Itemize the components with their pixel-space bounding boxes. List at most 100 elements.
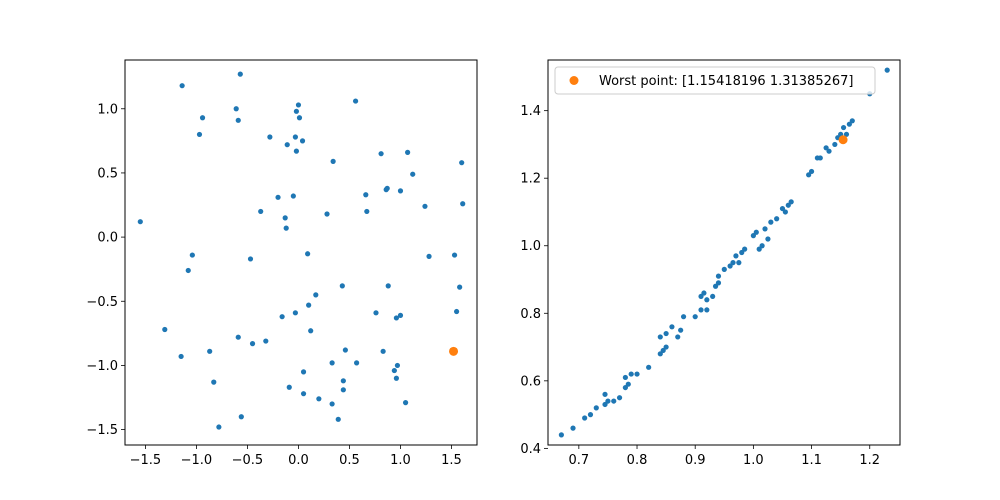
scatter-point — [263, 338, 269, 344]
worst-point-marker — [449, 346, 459, 356]
x-tick-label: −0.5 — [232, 453, 264, 468]
scatter-point — [806, 172, 812, 178]
y-tick-label: 0.6 — [520, 374, 541, 389]
scatter-point — [364, 208, 370, 215]
scatter-point — [622, 374, 628, 381]
scatter-point — [846, 121, 852, 127]
y-tick-label: 0.0 — [97, 231, 118, 246]
x-tick-label: 1.5 — [441, 453, 462, 468]
scatter-point — [459, 160, 465, 166]
scatter-point — [335, 416, 341, 422]
scatter-point — [178, 353, 184, 360]
legend-marker — [569, 76, 579, 85]
scatter-point — [832, 141, 838, 148]
y-tick-label: 1.0 — [97, 102, 118, 117]
scatter-point — [233, 106, 239, 112]
scatter-point — [330, 158, 336, 164]
scatter-point — [765, 236, 771, 242]
y-tick-label: −1.0 — [86, 359, 118, 374]
scatter-point — [426, 253, 432, 259]
scatter-point — [788, 199, 794, 205]
scatter-point — [275, 194, 281, 200]
scatter-point — [646, 364, 652, 370]
scatter-point — [768, 219, 774, 225]
y-tick-label: 0.5 — [97, 166, 118, 181]
scatter-point — [237, 71, 243, 77]
left-scatter-panel: −1.5 −1.0 −0.5 0.0 0.5 1.0 1.5 −1.5 −1.0 −0.5 0.0 0… — [86, 59, 478, 468]
scatter-point — [292, 134, 298, 140]
scatter-point — [247, 256, 254, 262]
legend: Worst point: [1.15418196 1.31385267] — [554, 66, 876, 95]
y-tick-label: 1.0 — [520, 239, 541, 254]
scatter-point — [196, 131, 203, 138]
scatter-point — [657, 334, 663, 340]
scatter-point — [849, 118, 855, 124]
scatter-point — [216, 424, 222, 430]
y-tick-label: −1.5 — [86, 423, 118, 438]
scatter-point — [675, 334, 681, 340]
scatter-point — [843, 131, 850, 137]
x-tick-label: 0.5 — [339, 453, 360, 468]
scatter-point — [587, 412, 594, 418]
scatter-point — [826, 148, 832, 154]
scatter-point — [316, 396, 322, 402]
scatter-point — [324, 211, 330, 217]
scatter-point — [884, 67, 890, 73]
scatter-point — [602, 391, 608, 397]
scatter-point — [823, 145, 829, 151]
scatter-point — [373, 310, 379, 316]
scatter-point — [235, 117, 241, 123]
scatter-point — [397, 312, 404, 318]
scatter-point — [293, 108, 300, 114]
scatter-point — [634, 371, 640, 377]
scatter-point — [602, 401, 608, 408]
y-tick-label: 0.4 — [520, 442, 541, 457]
scatter-point — [782, 209, 788, 215]
scatter-point — [283, 225, 289, 231]
scatter-point — [340, 378, 346, 384]
scatter-point — [774, 216, 780, 222]
scatter-point — [284, 142, 290, 148]
y-tick-label: −0.5 — [86, 295, 118, 310]
right-scatter-panel: 0.7 0.8 0.9 1.0 1.1 1.2 0.4 0.6 0.8 1.0 1.2 1.4 Wors… — [520, 59, 901, 468]
x-tick-label: 0.7 — [568, 453, 589, 468]
scatter-point — [616, 395, 623, 401]
scatter-point — [339, 283, 345, 289]
scatter-point — [422, 203, 428, 209]
scatter-point — [657, 351, 663, 357]
scatter-point — [698, 293, 704, 300]
scatter-point — [299, 138, 306, 144]
scatter-point — [305, 251, 311, 257]
scatter-point — [295, 102, 302, 108]
scatter-point — [721, 266, 727, 272]
scatter-point — [660, 347, 666, 354]
scatter-point — [238, 414, 244, 420]
scatter-point — [611, 398, 617, 404]
scatter-point — [290, 193, 296, 199]
scatter-point — [292, 310, 298, 316]
scatter-point — [727, 263, 733, 269]
scatter-point — [363, 192, 369, 198]
x-tick-label: 0.9 — [685, 453, 706, 468]
scatter-point — [391, 367, 397, 374]
scatter-point — [625, 381, 631, 387]
scatter-point — [785, 202, 791, 208]
y-tick-label: 0.8 — [520, 307, 541, 322]
x-tick-label: 1.1 — [801, 453, 822, 468]
scatter-point — [258, 208, 264, 215]
scatter-point — [342, 347, 348, 353]
scatter-point — [279, 314, 285, 320]
scatter-point — [453, 308, 460, 315]
scatter-point — [329, 360, 335, 366]
scatter-point — [394, 362, 401, 369]
y-tick-label: 1.4 — [520, 104, 541, 119]
scatter-point — [352, 98, 359, 104]
scatter-point — [397, 188, 404, 194]
scatter-point — [207, 348, 213, 354]
scatter-point — [185, 267, 191, 274]
scatter-point — [340, 387, 346, 393]
x-tick-label: −1.0 — [181, 453, 213, 468]
scatter-point — [457, 284, 463, 290]
scatter-point — [680, 314, 687, 320]
scatter-point — [313, 292, 319, 298]
